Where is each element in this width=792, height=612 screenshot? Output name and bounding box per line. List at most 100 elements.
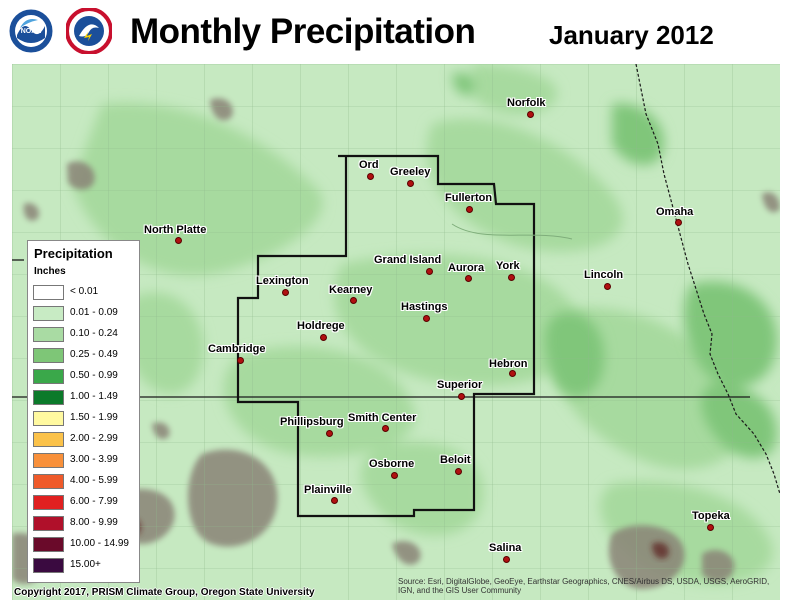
legend-label: 6.00 - 7.99 <box>70 496 118 507</box>
precipitation-map <box>12 64 780 600</box>
legend-label: 10.00 - 14.99 <box>70 538 129 549</box>
city-dot-holdrege <box>320 334 327 341</box>
city-label-york: York <box>496 260 520 272</box>
legend-swatch <box>33 474 64 489</box>
nws-logo-icon <box>66 8 112 54</box>
copyright-credit: Copyright 2017, PRISM Climate Group, Ore… <box>14 587 315 598</box>
city-dot-lexington <box>282 289 289 296</box>
city-dot-beloit <box>455 468 462 475</box>
city-dot-hastings <box>423 315 430 322</box>
legend-label: 1.00 - 1.49 <box>70 391 118 402</box>
legend-label: 0.01 - 0.09 <box>70 307 118 318</box>
cwa-boundary <box>236 154 536 518</box>
city-dot-superior <box>458 393 465 400</box>
legend-swatch <box>33 453 64 468</box>
city-dot-norfolk <box>527 111 534 118</box>
legend-swatch <box>33 411 64 426</box>
city-label-beloit: Beloit <box>440 454 471 466</box>
city-label-cambridge: Cambridge <box>208 343 266 355</box>
legend-item: < 0.01 <box>33 285 139 300</box>
legend-label: 4.00 - 5.99 <box>70 475 118 486</box>
city-dot-aurora <box>465 275 472 282</box>
legend-item: 15.00+ <box>33 558 139 573</box>
city-dot-hebron <box>509 370 516 377</box>
legend-label: 1.50 - 1.99 <box>70 412 118 423</box>
platte-river <box>451 223 573 240</box>
noaa-logo-icon: NOAA <box>8 8 54 54</box>
city-label-north-platte: North Platte <box>144 224 207 236</box>
city-label-holdrege: Holdrege <box>297 320 345 332</box>
city-label-superior: Superior <box>437 379 483 391</box>
city-label-lincoln: Lincoln <box>584 269 624 281</box>
legend-item: 0.01 - 0.09 <box>33 306 139 321</box>
city-dot-smith-center <box>382 425 389 432</box>
legend-swatch <box>33 432 64 447</box>
legend-item: 0.10 - 0.24 <box>33 327 139 342</box>
city-dot-osborne <box>391 472 398 479</box>
city-dot-phillipsburg <box>326 430 333 437</box>
city-dot-north-platte <box>175 237 182 244</box>
legend-item: 1.50 - 1.99 <box>33 411 139 426</box>
city-label-hastings: Hastings <box>401 301 448 313</box>
city-dot-greeley <box>407 180 414 187</box>
legend-swatch <box>33 537 64 552</box>
city-dot-omaha <box>675 219 682 226</box>
city-label-greeley: Greeley <box>390 166 431 178</box>
city-label-smith-center: Smith Center <box>348 412 417 424</box>
city-dot-york <box>508 274 515 281</box>
basemap-source: Source: Esri, DigitalGlobe, GeoEye, Eart… <box>398 577 770 595</box>
legend-label: 8.00 - 9.99 <box>70 517 118 528</box>
legend-swatch <box>33 306 64 321</box>
legend-units: Inches <box>34 266 66 277</box>
city-label-plainville: Plainville <box>304 484 352 496</box>
city-dot-kearney <box>350 297 357 304</box>
legend-swatch <box>33 516 64 531</box>
city-label-grand-island: Grand Island <box>374 254 442 266</box>
city-dot-ord <box>367 173 374 180</box>
legend-swatch <box>33 495 64 510</box>
legend-swatch <box>33 558 64 573</box>
legend-item: 0.25 - 0.49 <box>33 348 139 363</box>
legend-swatch <box>33 327 64 342</box>
period-label: January 2012 <box>549 20 714 50</box>
legend-label: 15.00+ <box>70 559 101 570</box>
precipitation-legend: Precipitation Inches < 0.01 0.01 - 0.09 0.… <box>27 240 140 583</box>
city-dot-plainville <box>331 497 338 504</box>
legend-item: 2.00 - 2.99 <box>33 432 139 447</box>
legend-label: 2.00 - 2.99 <box>70 433 118 444</box>
city-label-kearney: Kearney <box>329 284 373 296</box>
city-dot-grand-island <box>426 268 433 275</box>
legend-label: 3.00 - 3.99 <box>70 454 118 465</box>
legend-item: 3.00 - 3.99 <box>33 453 139 468</box>
legend-item: 8.00 - 9.99 <box>33 516 139 531</box>
city-label-topeka: Topeka <box>692 510 730 522</box>
city-label-osborne: Osborne <box>369 458 415 470</box>
city-dot-lincoln <box>604 283 611 290</box>
legend-title: Precipitation <box>34 246 113 261</box>
legend-label: 0.50 - 0.99 <box>70 370 118 381</box>
city-label-lexington: Lexington <box>256 275 309 287</box>
city-label-ord: Ord <box>359 159 379 171</box>
legend-item: 10.00 - 14.99 <box>33 537 139 552</box>
legend-item: 0.50 - 0.99 <box>33 369 139 384</box>
legend-item: 4.00 - 5.99 <box>33 474 139 489</box>
city-label-hebron: Hebron <box>489 358 528 370</box>
city-dot-salina <box>503 556 510 563</box>
city-label-norfolk: Norfolk <box>507 97 546 109</box>
legend-item: 1.00 - 1.49 <box>33 390 139 405</box>
legend-swatch <box>33 390 64 405</box>
city-dot-cambridge <box>237 357 244 364</box>
city-label-aurora: Aurora <box>448 262 485 274</box>
map-header: NOAA Monthly Precipitation January 2012 <box>0 0 792 62</box>
city-label-omaha: Omaha <box>656 206 694 218</box>
city-label-fullerton: Fullerton <box>445 192 493 204</box>
city-dot-topeka <box>707 524 714 531</box>
city-label-phillipsburg: Phillipsburg <box>280 416 344 428</box>
legend-swatch <box>33 369 64 384</box>
page-title: Monthly Precipitation <box>130 12 476 51</box>
legend-label: < 0.01 <box>70 286 99 297</box>
legend-label: 0.25 - 0.49 <box>70 349 118 360</box>
legend-swatch <box>33 285 64 300</box>
city-label-salina: Salina <box>489 542 522 554</box>
svg-text:NOAA: NOAA <box>21 28 42 35</box>
